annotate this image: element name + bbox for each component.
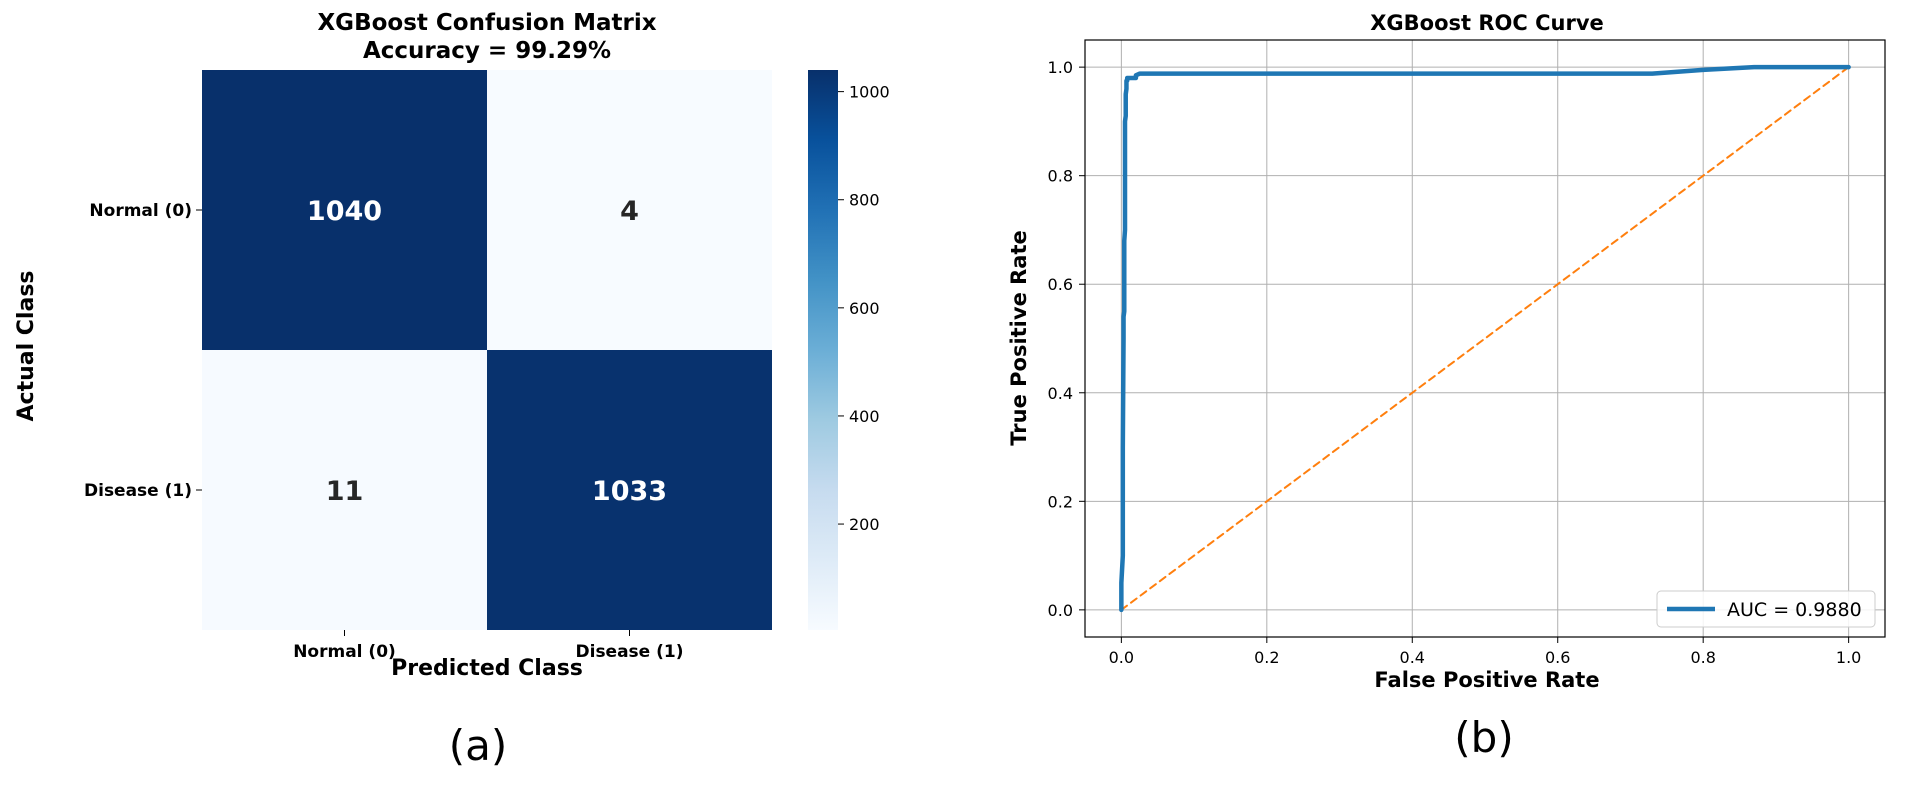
cm-cell [202, 350, 487, 630]
roc-series [1119, 64, 1851, 613]
colorbar-tick-label: 1000 [849, 83, 890, 102]
colorbar-tick-label: 600 [849, 299, 880, 318]
confusion-matrix-panel: XGBoost Confusion Matrix Accuracy = 99.2… [14, 10, 890, 770]
cm-x-tick-label: Normal (0) [293, 642, 396, 662]
colorbar-tick-label: 200 [849, 515, 880, 534]
roc-x-tick-label: 0.8 [1690, 648, 1715, 667]
cm-y-tick-label: Normal (0) [89, 201, 192, 221]
roc-y-tick-label: 0.2 [1048, 492, 1073, 511]
roc-x-tick-label: 0.6 [1545, 648, 1570, 667]
cm-cell-value: 11 [326, 476, 364, 507]
cm-y-tick-label: Disease (1) [84, 481, 192, 501]
colorbar-tick-label: 800 [849, 191, 880, 210]
cm-cell-value: 1040 [307, 196, 382, 227]
roc-legend: AUC = 0.9880 [1656, 590, 1876, 628]
roc-x-tick-label: 0.4 [1400, 648, 1425, 667]
cm-x-ticks: Normal (0) Disease (1) [293, 630, 684, 662]
panel-label-b: (b) [1454, 713, 1513, 762]
roc-y-tick-label: 0.4 [1048, 384, 1073, 403]
cm-title: XGBoost Confusion Matrix [317, 10, 656, 36]
cm-xlabel: Predicted Class [391, 656, 583, 681]
roc-title: XGBoost ROC Curve [1370, 11, 1604, 35]
colorbar: 200 400 600 800 1000 [808, 70, 890, 630]
roc-legend-label: AUC = 0.9880 [1727, 599, 1862, 621]
cm-cells [202, 70, 772, 630]
roc-chance-line [1120, 66, 1850, 611]
cm-cell-value: 1033 [592, 476, 667, 507]
cm-annotations: 1040 4 11 1033 [307, 196, 667, 507]
roc-curve-panel: XGBoost ROC Curve 0.0 0.2 0.4 0.6 0.8 1.0 0.0… [1007, 11, 1886, 762]
roc-plot-frame [1084, 39, 1886, 638]
colorbar-bar [808, 70, 838, 630]
roc-ylabel: True Positive Rate [1007, 230, 1031, 446]
cm-cell [202, 70, 487, 350]
cm-cell [487, 350, 772, 630]
roc-y-ticks: 0.0 0.2 0.4 0.6 0.8 1.0 [1048, 58, 1085, 620]
panel-label-a: (a) [449, 721, 508, 770]
roc-curve-line [1119, 64, 1851, 613]
cm-cell [487, 70, 772, 350]
cm-ylabel: Actual Class [14, 270, 39, 421]
roc-x-ticks: 0.0 0.2 0.4 0.6 0.8 1.0 [1109, 637, 1861, 667]
cm-subtitle: Accuracy = 99.29% [363, 38, 611, 64]
roc-xlabel: False Positive Rate [1374, 668, 1599, 692]
roc-y-tick-label: 1.0 [1048, 58, 1073, 77]
roc-y-tick-label: 0.6 [1048, 275, 1073, 294]
roc-legend-box [1656, 590, 1876, 628]
roc-y-tick-label: 0.8 [1048, 167, 1073, 186]
roc-x-tick-label: 0.0 [1109, 648, 1134, 667]
roc-y-tick-label: 0.0 [1048, 601, 1073, 620]
cm-y-ticks: Normal (0) Disease (1) [84, 201, 202, 501]
cm-x-tick-label: Disease (1) [576, 642, 684, 662]
cm-cell-value: 4 [620, 196, 639, 227]
roc-x-tick-label: 0.2 [1254, 648, 1279, 667]
roc-x-tick-label: 1.0 [1836, 648, 1861, 667]
colorbar-tick-label: 400 [849, 407, 880, 426]
